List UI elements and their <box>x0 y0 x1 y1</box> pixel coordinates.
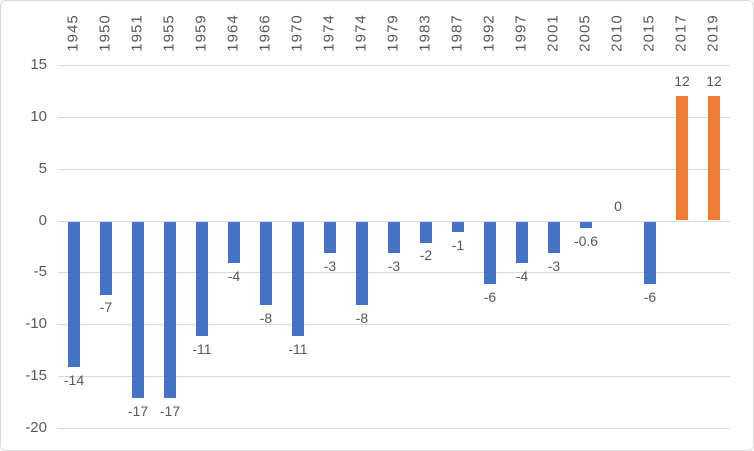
bar <box>580 222 592 228</box>
y-axis-tick-label: 5 <box>38 160 47 177</box>
x-axis-category-label-text: 1955 <box>161 14 178 52</box>
bar <box>516 222 528 263</box>
bar-data-label: -6 <box>483 289 497 305</box>
x-axis-category-label-text: 2019 <box>705 14 722 52</box>
bar <box>420 222 432 243</box>
x-axis-category-label-text: 1966 <box>257 14 274 52</box>
x-axis-category-label-text: 2015 <box>641 14 658 52</box>
gridline <box>58 272 730 273</box>
bar <box>196 222 208 336</box>
bar <box>228 222 240 263</box>
bar-data-label: 12 <box>706 73 722 89</box>
bar-data-label: -2 <box>419 247 433 263</box>
bar-data-label: 0 <box>614 198 622 214</box>
x-axis-category-label-text: 1983 <box>417 14 434 52</box>
x-axis-category-label-text: 2001 <box>545 14 562 52</box>
bar <box>388 222 400 253</box>
bar-data-label: -6 <box>643 289 657 305</box>
x-axis-category-label-text: 1992 <box>481 14 498 52</box>
x-axis-category-label-text: 1979 <box>385 14 402 52</box>
gridline <box>58 324 730 325</box>
bar-data-label: -7 <box>99 299 113 315</box>
y-axis-tick-label: 0 <box>38 212 47 229</box>
gridline <box>58 65 730 66</box>
x-axis-category-label-text: 1945 <box>65 14 82 52</box>
x-axis-category-label-text: 1959 <box>193 14 210 52</box>
x-axis-category-label-text: 2017 <box>673 14 690 52</box>
y-axis-tick-label: -15 <box>25 367 47 384</box>
x-axis-category-label-text: 2010 <box>609 14 626 52</box>
bar-data-label: -14 <box>63 372 85 388</box>
bar <box>164 222 176 398</box>
bar-data-label: -4 <box>227 268 241 284</box>
gridline <box>58 169 730 170</box>
x-axis-category-label-text: 2005 <box>577 14 594 52</box>
bar <box>484 222 496 284</box>
bar <box>132 222 144 398</box>
bar <box>708 96 720 220</box>
x-axis-category-label-text: 1964 <box>225 14 242 52</box>
bar <box>676 96 688 220</box>
y-axis-tick-label: -5 <box>33 263 47 280</box>
x-axis-category-label: 2019 <box>688 7 740 59</box>
bar <box>100 222 112 295</box>
x-axis-category-label-text: 1987 <box>449 14 466 52</box>
bar <box>644 222 656 284</box>
bar-data-label: -3 <box>547 258 561 274</box>
bar <box>68 222 80 367</box>
bar-data-label: -11 <box>288 341 308 357</box>
bar <box>452 222 464 232</box>
bar <box>548 222 560 253</box>
x-axis-category-label-text: 1997 <box>513 14 530 52</box>
y-axis-tick-label: -20 <box>25 419 47 436</box>
gridline <box>58 117 730 118</box>
x-axis-category-label-text: 1974 <box>321 14 338 52</box>
x-axis-category-label-text: 1974 <box>353 14 370 52</box>
bar-data-label: -0.6 <box>573 233 599 249</box>
bar-data-label: -17 <box>159 403 181 419</box>
x-axis-category-label-text: 1970 <box>289 14 306 52</box>
bar <box>356 222 368 305</box>
bar-data-label: -1 <box>451 237 465 253</box>
bar <box>292 222 304 336</box>
bar-data-label: -8 <box>355 310 369 326</box>
gridline <box>58 376 730 377</box>
bar-data-label: -17 <box>127 403 149 419</box>
x-axis-category-label-text: 1950 <box>97 14 114 52</box>
bar-data-label: -8 <box>259 310 273 326</box>
gridline <box>58 221 730 222</box>
bar-data-label: -4 <box>515 268 529 284</box>
bar <box>260 222 272 305</box>
x-axis-category-label-text: 1951 <box>129 14 146 52</box>
bar-data-label: -11 <box>192 341 212 357</box>
bar-data-label: -3 <box>387 258 401 274</box>
bar-data-label: 12 <box>674 73 690 89</box>
bar-data-label: -3 <box>323 258 337 274</box>
gridline <box>58 428 730 429</box>
y-axis-tick-label: -10 <box>25 315 47 332</box>
bar <box>324 222 336 253</box>
y-axis-tick-label: 15 <box>30 56 47 73</box>
y-axis-tick-label: 10 <box>30 108 47 125</box>
